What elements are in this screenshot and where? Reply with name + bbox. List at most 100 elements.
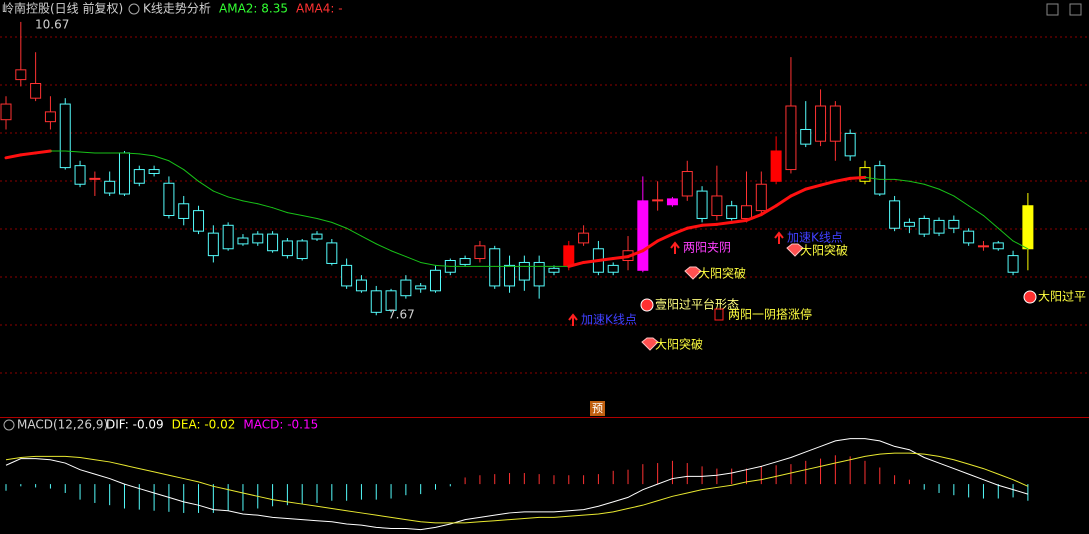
candle-body <box>370 290 382 313</box>
candle-body <box>504 264 516 287</box>
candle-body <box>1022 205 1034 250</box>
ama-line <box>79 151 96 154</box>
candle <box>326 238 338 266</box>
candle <box>44 96 56 130</box>
ama-line <box>567 260 586 268</box>
candle-body <box>933 219 945 234</box>
ama-line <box>745 213 763 222</box>
candle <box>815 89 827 147</box>
gem-icon <box>641 337 659 351</box>
ama-line <box>864 176 881 180</box>
candle-body <box>326 242 338 264</box>
ama-line <box>168 160 185 171</box>
candle-body <box>30 83 42 99</box>
candle <box>30 52 42 102</box>
candle <box>296 238 308 261</box>
ama-line <box>656 232 674 243</box>
candle <box>903 218 915 234</box>
legend-entry: DEA: -0.02 <box>172 418 236 432</box>
candle-body <box>681 171 693 197</box>
candle-body <box>237 237 249 245</box>
window-button[interactable] <box>1046 3 1059 16</box>
ama-line <box>123 152 140 155</box>
candle-body <box>296 240 308 260</box>
ama-line <box>700 222 719 227</box>
ama-line <box>316 217 333 223</box>
ama-line <box>19 151 38 157</box>
candle <box>237 234 249 246</box>
candle-body <box>178 203 190 219</box>
ama-line <box>227 196 244 202</box>
annotation: 大阳过平 <box>1038 290 1086 304</box>
candle-body <box>118 152 130 195</box>
candle <box>504 255 516 293</box>
candle <box>548 265 560 276</box>
ama-line <box>331 221 348 229</box>
candle <box>193 205 205 235</box>
candle-body <box>341 264 353 287</box>
candle-body <box>0 103 12 121</box>
candle <box>89 171 101 196</box>
candle-body <box>696 190 708 219</box>
candle <box>222 222 234 251</box>
candle <box>148 165 160 177</box>
indicator-menu[interactable] <box>3 419 15 431</box>
ama-line <box>582 259 600 264</box>
candle-body <box>193 210 205 232</box>
candle <box>948 215 960 234</box>
candle <box>0 96 12 130</box>
candle <box>178 195 190 226</box>
candle <box>992 240 1004 251</box>
candle-body <box>755 183 767 212</box>
ama-line <box>759 204 778 217</box>
candle <box>829 101 841 161</box>
candle-body <box>711 195 723 217</box>
ama-line <box>360 235 377 245</box>
candle-body <box>459 258 471 265</box>
candle <box>415 282 427 293</box>
candle <box>1007 250 1019 276</box>
signal-icon <box>1023 290 1037 304</box>
candle-body <box>59 103 71 169</box>
candle <box>741 171 752 223</box>
candle-body <box>770 150 782 182</box>
ama-line <box>819 179 837 187</box>
candle-body <box>578 232 590 244</box>
ama-line <box>685 223 704 230</box>
ama-line <box>301 215 318 219</box>
candle-body <box>415 285 427 290</box>
legend-entry: DIF: -0.09 <box>106 418 164 432</box>
ama-line <box>390 250 407 258</box>
candle <box>711 165 723 221</box>
ama-line <box>138 153 155 157</box>
ama-line <box>626 249 645 259</box>
ama-line <box>923 183 940 190</box>
candle-body <box>963 230 975 244</box>
forecast-label: 预 <box>592 402 603 415</box>
candle-body <box>563 245 575 266</box>
candle-body <box>815 105 827 142</box>
candle <box>770 136 782 185</box>
candle <box>637 176 649 273</box>
candle-body <box>918 217 930 235</box>
gem-icon <box>684 266 702 280</box>
candle <box>489 245 501 289</box>
ama-line <box>272 207 288 214</box>
high-label: 10.67 <box>35 18 69 32</box>
ama-line <box>730 218 748 224</box>
candle-body <box>429 269 441 292</box>
gem-icon <box>786 243 804 257</box>
b-icon <box>714 308 724 321</box>
candle <box>977 240 989 251</box>
candle-body <box>474 245 486 260</box>
ama-line <box>242 200 259 205</box>
candle <box>400 275 412 299</box>
candle-body <box>252 233 264 244</box>
candle-body <box>533 261 545 287</box>
ama-line <box>997 227 1014 242</box>
candle-body <box>992 242 1004 250</box>
window-button[interactable] <box>1069 3 1082 16</box>
indicator-menu[interactable] <box>128 3 140 15</box>
ama-line <box>198 180 214 192</box>
